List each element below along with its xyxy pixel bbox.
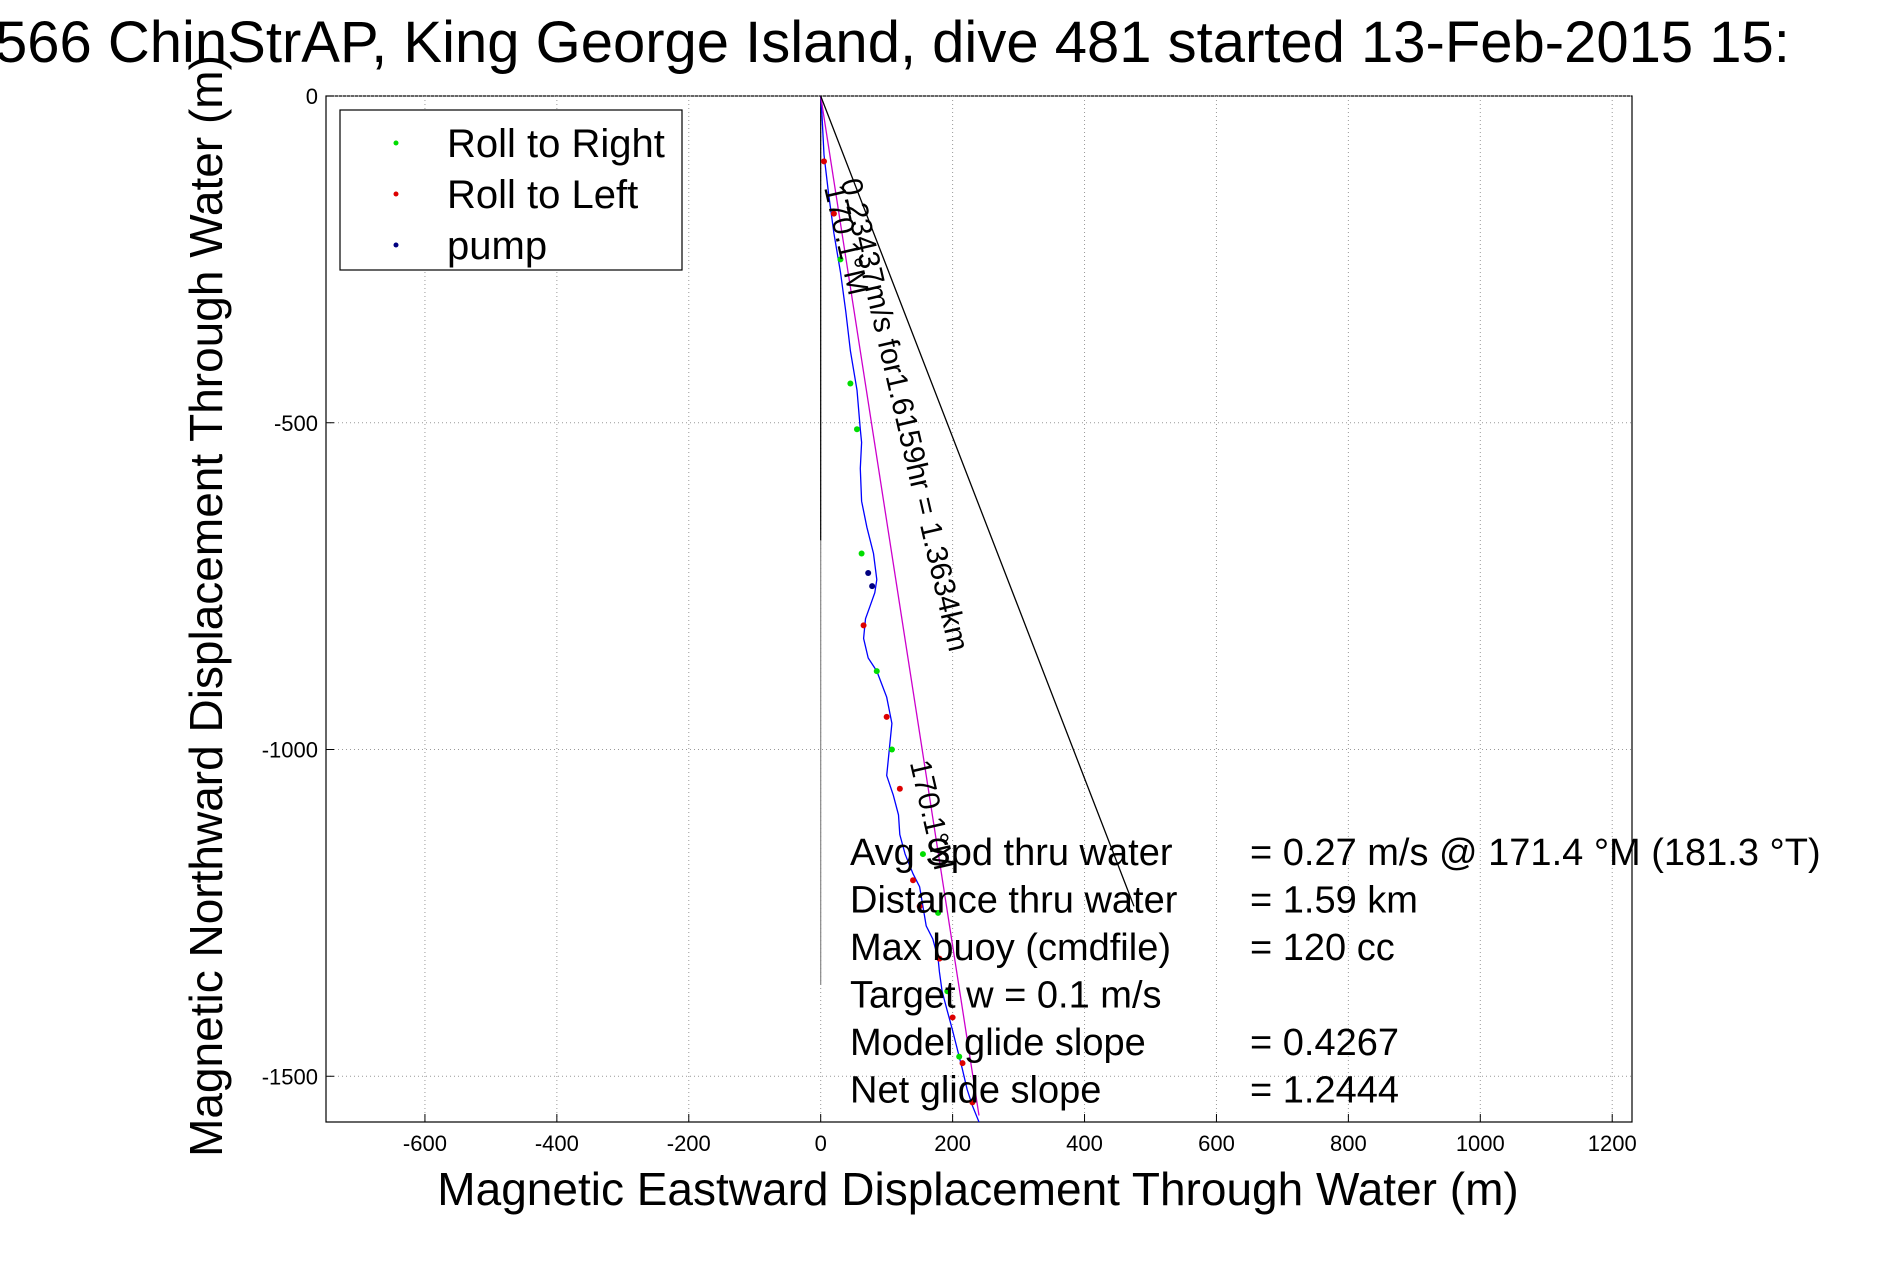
stat-value: = 1.59 km [1250,880,1418,922]
x-tick-label: 400 [1066,1131,1103,1156]
marker-roll-to-right [847,380,854,387]
marker-roll-to-left [910,877,917,884]
x-axis-title: Magnetic Eastward Displacement Through W… [437,1163,1518,1215]
stat-value: = 0.4267 [1250,1022,1399,1064]
x-tick-label: -200 [667,1131,711,1156]
stats-block: Avg Spd thru water = 0.27 m/s @ 171.4 °M … [850,832,1821,1112]
marker-roll-to-left [896,785,903,792]
marker-roll-to-left [969,1099,976,1106]
y-tick-label: -1500 [262,1064,318,1089]
stat-label: Net glide slope [850,1070,1101,1112]
stat-label: Max buoy (cmdfile) [850,927,1171,969]
chart-title: 566 ChinStrAP, King George Island, dive … [0,10,1790,75]
marker-roll-to-left [916,903,923,910]
y-tick-label: 0 [306,84,318,109]
series-line-model [820,95,980,1116]
legend-marker [393,242,399,248]
series-line-net [820,95,1135,907]
stat-label: Model glide slope [850,1022,1146,1064]
stat-label: Distance thru water [850,880,1178,922]
legend: Roll to Right Roll to Left pump [339,109,683,271]
stat-value: = 120 cc [1250,927,1395,969]
x-tick-label: 1200 [1588,1131,1637,1156]
series-line-track [820,95,980,1123]
marker-roll-to-left [936,955,943,962]
marker-roll-to-right [919,851,926,858]
x-tick-label: 600 [1198,1131,1235,1156]
legend-label: pump [447,224,547,268]
marker-pump [865,570,872,577]
stat-label: Target w = 0.1 m/s [850,975,1162,1017]
marker-roll-to-left [830,210,837,217]
y-tick-label: -1000 [262,738,318,763]
stat-value: = 1.2444 [1250,1070,1399,1112]
marker-roll-to-left [820,158,827,165]
x-tick-label: 1000 [1456,1131,1505,1156]
x-tick-label: -400 [535,1131,579,1156]
marker-roll-to-right [944,988,951,995]
legend-label: Roll to Left [447,173,638,217]
marker-roll-to-right [837,256,844,263]
marker-pump [869,583,876,590]
marker-roll-to-right [853,426,860,433]
marker-roll-to-right [873,668,880,675]
stat-value: = 0.27 m/s @ 171.4 °M (181.3 °T) [1250,832,1821,874]
marker-roll-to-right [935,909,942,916]
stat-label: Avg Spd thru water [850,832,1173,874]
marker-roll-to-right [888,746,895,753]
marker-roll-to-right [956,1053,963,1060]
legend-label: Roll to Right [447,122,665,166]
marker-roll-to-left [860,622,867,629]
marker-roll-to-left [959,1060,966,1067]
x-tick-label: 200 [934,1131,971,1156]
y-tick-label: -500 [274,411,318,436]
y-axis-title: Magnetic Northward Displacement Through … [180,55,232,1157]
legend-marker [393,140,399,146]
marker-roll-to-left [949,1014,956,1021]
x-tick-label: 0 [815,1131,827,1156]
legend-marker [393,191,399,197]
x-tick-label: -600 [403,1131,447,1156]
x-tick-label: 800 [1330,1131,1367,1156]
marker-roll-to-left [883,713,890,720]
marker-roll-to-right [858,550,865,557]
